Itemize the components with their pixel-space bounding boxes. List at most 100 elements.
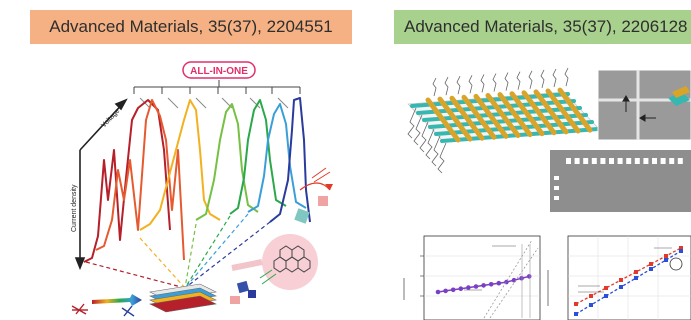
plot-2-blue-point (604, 294, 608, 298)
blue-block-1 (236, 280, 250, 294)
plot-1-point (519, 276, 524, 281)
plot-2-blue-point (589, 303, 593, 307)
left-figure-panel: Advanced Materials, 35(37), 2204551 ALL-… (30, 10, 352, 317)
gold-electrode-line (425, 97, 461, 143)
mof-lattice (273, 245, 311, 273)
gold-electrode-line (497, 92, 533, 138)
lead-wire (444, 76, 449, 96)
curve-green (229, 99, 287, 215)
lead-wire (516, 71, 521, 90)
right-figure-panel: Advanced Materials, 35(37), 2206128 (372, 0, 691, 320)
voltage-axis-label: Voltage (100, 107, 121, 129)
right-citation-banner: Advanced Materials, 35(37), 2206128 (394, 10, 691, 44)
plot-1-point (443, 288, 448, 294)
curve-yellow-green (195, 103, 259, 221)
blue-block-2 (248, 290, 256, 298)
left-citation-banner: Advanced Materials, 35(37), 2204551 (30, 10, 352, 44)
mof-zoom-connector (231, 259, 263, 271)
curve-red (95, 99, 185, 261)
red-arrow-head (325, 184, 333, 190)
sem-dot (634, 158, 640, 164)
plot-2 (547, 235, 691, 320)
plot-2-red-point (619, 278, 623, 282)
current-density-axis-label: Current density (71, 184, 78, 232)
gold-electrode-line (437, 96, 473, 142)
mint-block (294, 208, 310, 224)
plot-2-red-point (634, 270, 638, 274)
lead-wire (425, 128, 435, 160)
lead-wire (504, 72, 509, 91)
gold-electrode-line (545, 88, 581, 134)
plot-2-red-point (574, 302, 578, 306)
sem-dot (660, 158, 666, 164)
plot-2-blue-point (649, 267, 653, 271)
sem-dot (626, 158, 632, 164)
plot-1-y-ticks (420, 255, 424, 297)
blue-organism-icon (121, 305, 135, 317)
curve-light-blue (247, 103, 307, 213)
lead-wire (413, 114, 423, 146)
gold-electrode-line (509, 91, 545, 137)
gold-electrode-line (473, 93, 509, 139)
converging-guides (85, 213, 271, 289)
sem-dot (566, 158, 571, 164)
inset-device-teal (668, 92, 690, 106)
lead-wire (492, 73, 497, 92)
y-axis (74, 98, 128, 271)
sem-row-markers (554, 176, 559, 200)
lead-wire (564, 67, 569, 87)
all-in-one-badge (182, 61, 256, 79)
gold-electrode-line (449, 95, 485, 141)
green-note-lines (259, 269, 277, 285)
sem-array-dots (566, 158, 683, 164)
lead-wire (480, 74, 485, 93)
lead-wire (540, 69, 545, 88)
red-note-lines (311, 167, 331, 183)
sem-dot (574, 158, 580, 164)
sem-dot (677, 158, 683, 164)
sem-dot (669, 158, 675, 164)
lead-wire (407, 107, 417, 139)
plot-2-blue-point (634, 276, 638, 280)
badge-bracket (133, 80, 301, 94)
gold-electrode-line (461, 94, 497, 140)
plot-2-red-point (589, 294, 593, 298)
plot-2-red-point (604, 286, 608, 290)
plot-2-blue-point (679, 249, 683, 253)
plot-2-red-point (679, 246, 683, 250)
right-citation-text: Advanced Materials, 35(37), 2206128 (404, 17, 688, 36)
plot-2-red-point (664, 254, 668, 258)
plot-2-highlight-circle (669, 257, 683, 271)
all-in-one-illustration: ALL-IN-ONE Voltage Current density (71, 61, 333, 317)
sem-dot (583, 158, 589, 164)
plot-1-point (458, 286, 464, 292)
gold-electrode-line (533, 89, 569, 135)
plot-1-point (466, 285, 471, 290)
gold-electrode-line (521, 90, 557, 136)
lead-wire (456, 76, 461, 95)
red-organism-icon (71, 303, 88, 315)
crossbar-array (407, 67, 601, 174)
curve-labels (139, 97, 289, 109)
left-citation-text: Advanced Materials, 35(37), 2204551 (49, 17, 333, 36)
sem-dot (600, 158, 606, 164)
sem-dot (591, 158, 597, 164)
sem-dot (617, 158, 623, 164)
plot-1-point (496, 280, 502, 286)
sem-dot (643, 158, 649, 164)
plot-2-blue-point (574, 312, 578, 316)
plot-1-point (473, 284, 479, 289)
gold-electrode-line (557, 87, 593, 133)
all-in-one-badge-text: ALL-IN-ONE (190, 66, 248, 77)
plot-1-point (450, 287, 456, 293)
curve-dark-blue (269, 97, 311, 223)
plot-1-point (435, 289, 441, 295)
sem-scale-arrows (622, 95, 656, 122)
sem-dot (652, 158, 657, 164)
pink-block-small (230, 296, 240, 304)
curve-orange (139, 99, 221, 231)
plot-2-blue-series (575, 250, 682, 315)
layered-device-stack (149, 283, 217, 313)
lead-wire (528, 70, 533, 89)
cv-curves (83, 97, 311, 263)
